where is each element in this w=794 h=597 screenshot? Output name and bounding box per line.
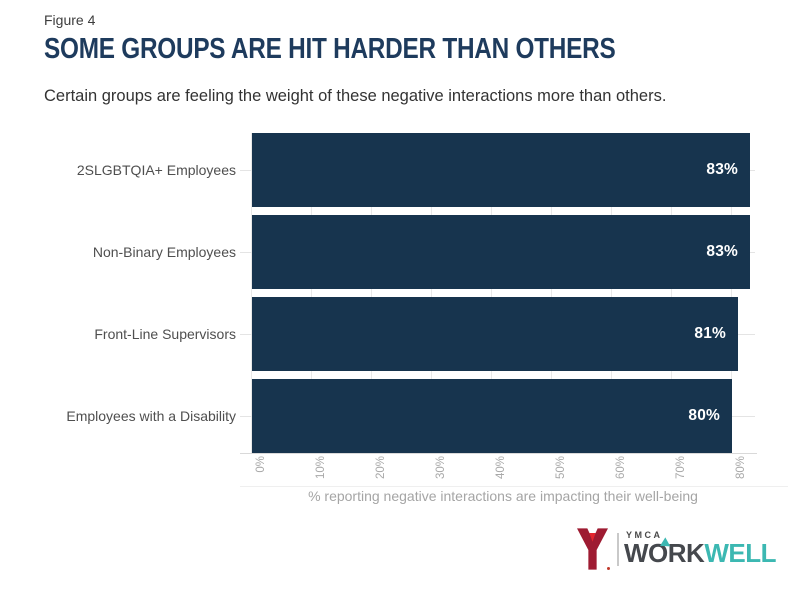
gridline xyxy=(611,133,612,453)
gridline xyxy=(431,133,432,453)
bar: 81% xyxy=(252,297,738,371)
x-tick-label: 0% xyxy=(255,456,267,473)
x-tick-label: 30% xyxy=(435,456,447,480)
logo-divider xyxy=(617,533,619,566)
logo-ymca-text: YMCA xyxy=(626,530,663,540)
ymca-workwell-logo: YMCA WO RKWELL xyxy=(576,527,781,573)
chart-title: SOME GROUPS ARE HIT HARDER THAN OTHERS xyxy=(44,33,616,65)
bar: 80% xyxy=(252,379,732,453)
x-tick-label: 40% xyxy=(495,456,507,480)
gridline xyxy=(311,133,312,453)
bar: 83% xyxy=(252,215,750,289)
x-tick-label: 20% xyxy=(375,456,387,480)
gridline xyxy=(491,133,492,453)
x-tick-label: 80% xyxy=(735,456,747,480)
logo-well-text: WELL xyxy=(704,538,776,568)
x-tick-label: 50% xyxy=(555,456,567,480)
gridline xyxy=(551,133,552,453)
logo-workwell-wordmark: WO RKWELL xyxy=(624,537,776,569)
x-axis-line xyxy=(240,453,757,454)
figure-label: Figure 4 xyxy=(44,12,96,28)
bar-value-label: 81% xyxy=(694,325,726,342)
category-label: 2SLGBTQIA+ Employees xyxy=(76,162,236,178)
bar: 83% xyxy=(252,133,750,207)
gridline xyxy=(251,133,252,453)
registered-mark-dot xyxy=(607,567,610,570)
bar-value-label: 83% xyxy=(706,243,738,260)
x-tick-label: 10% xyxy=(315,456,327,480)
category-label: Employees with a Disability xyxy=(66,408,236,424)
x-axis-subline xyxy=(240,486,788,487)
x-tick-label: 70% xyxy=(675,456,687,480)
gridline xyxy=(371,133,372,453)
chart-subtitle: Certain groups are feeling the weight of… xyxy=(44,86,667,105)
ymca-y-icon xyxy=(577,528,608,570)
category-label: Non-Binary Employees xyxy=(92,244,236,260)
category-label: Front-Line Supervisors xyxy=(94,326,236,342)
gridline xyxy=(731,133,732,453)
x-axis-label: % reporting negative interactions are im… xyxy=(308,488,698,504)
bar-value-label: 83% xyxy=(706,161,738,178)
bar-value-label: 80% xyxy=(688,407,720,424)
gridline xyxy=(671,133,672,453)
x-tick-label: 60% xyxy=(615,456,627,480)
logo-work-text: WO RK xyxy=(624,537,705,568)
